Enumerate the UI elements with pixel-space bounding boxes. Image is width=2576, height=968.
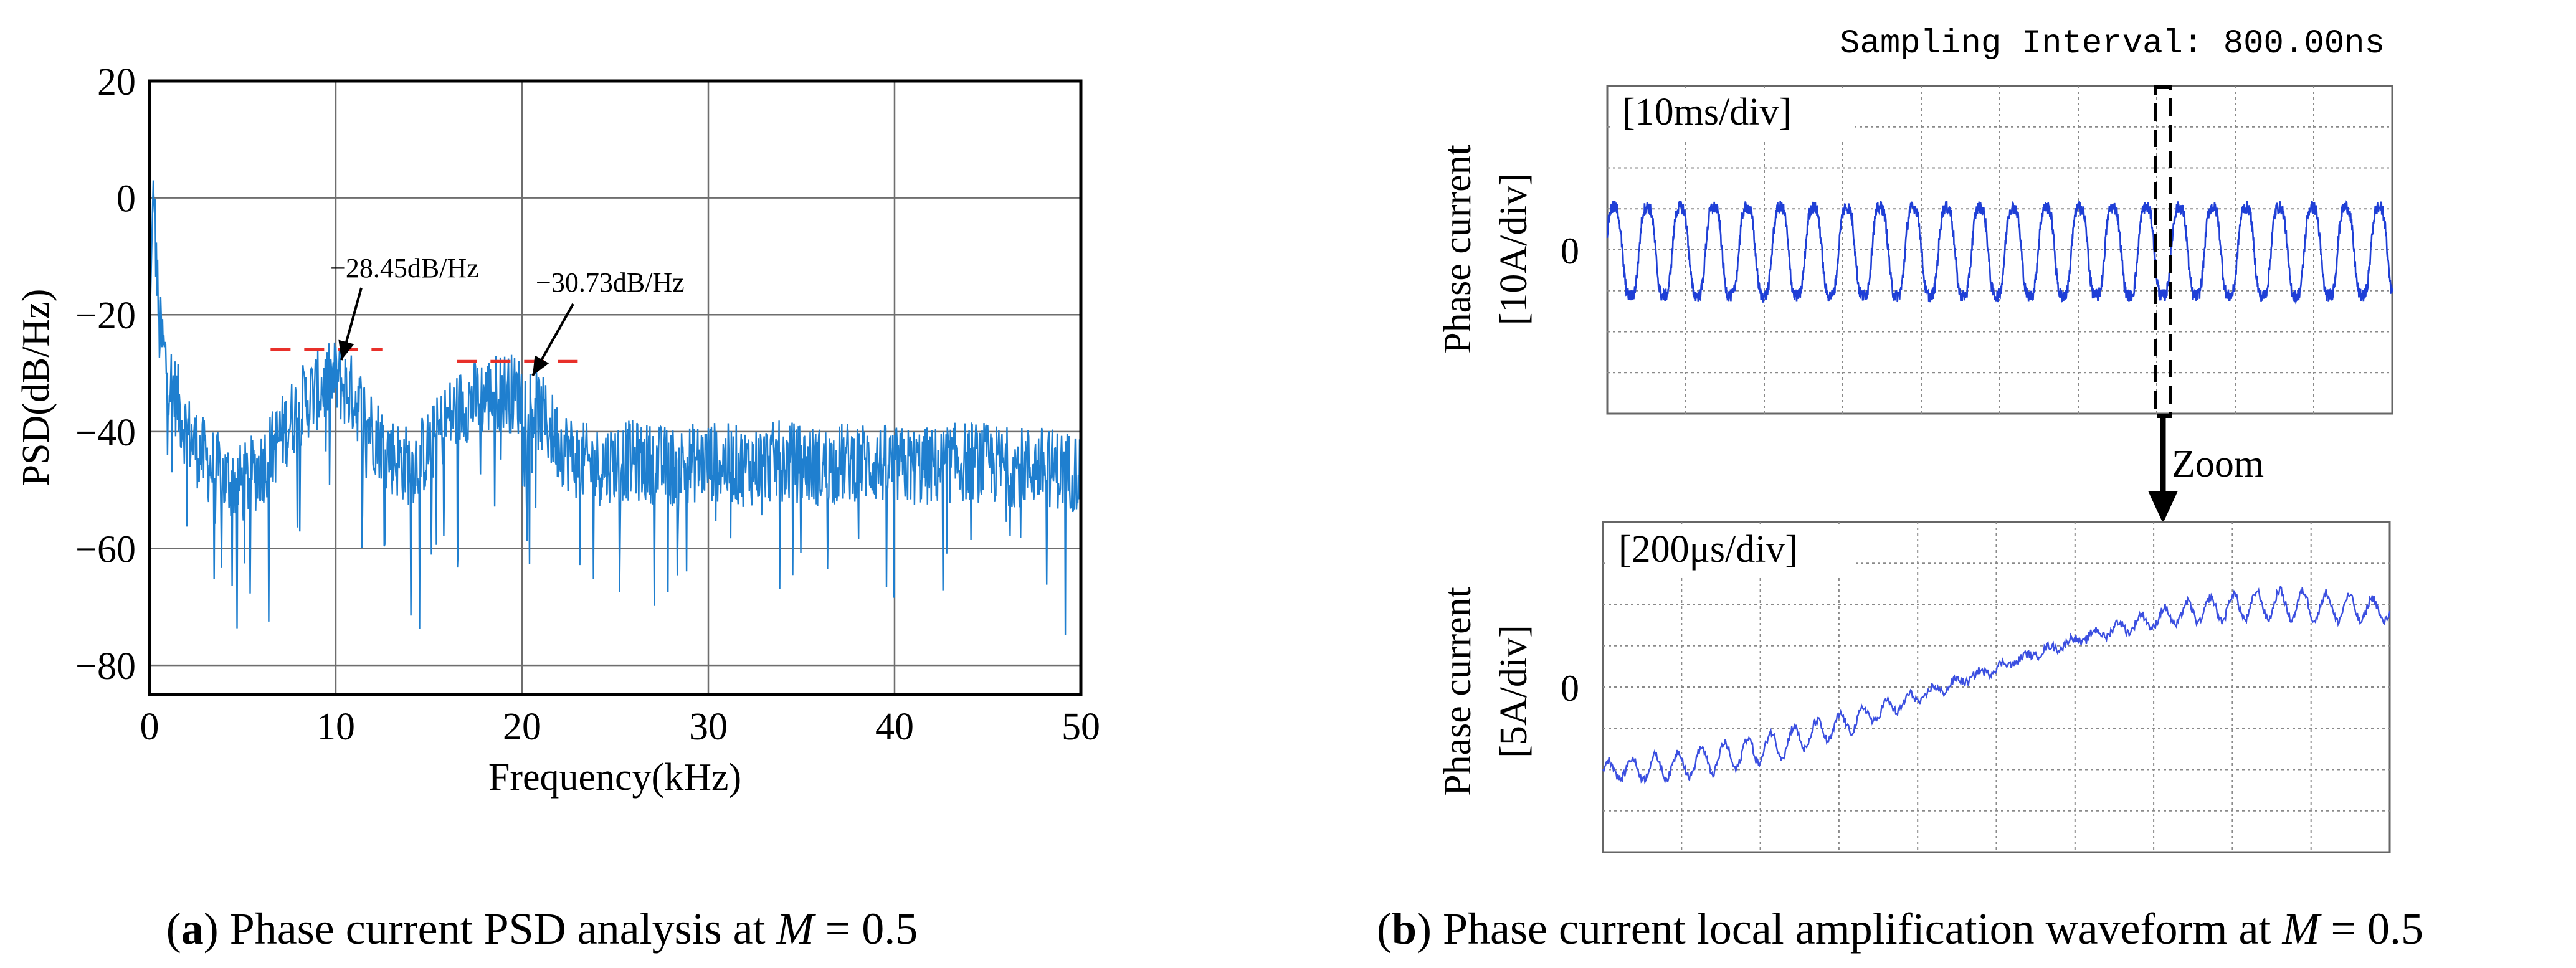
psd-axes-frame xyxy=(148,79,1083,696)
psd-ticks: 0 10 20 30 40 50 20 0 −20 −40 −60 −80 xyxy=(75,61,1100,748)
scope-bottom-trace xyxy=(1602,585,2391,785)
psd-x-tick-label: 10 xyxy=(316,706,355,748)
psd-y-tick-label: −40 xyxy=(75,412,136,454)
psd-x-tick-label: 40 xyxy=(875,706,914,748)
scope-bottom: [200μs/div] 0 Phase current [5A/div] xyxy=(1437,521,2391,853)
caption-a: (a) Phase current PSD analysis at M = 0.… xyxy=(166,904,918,954)
psd-x-tick-label: 0 xyxy=(140,706,159,748)
scope-bottom-zero-label: 0 xyxy=(1561,668,1579,709)
scope-top-div-label: [10ms/div] xyxy=(1622,91,1792,133)
scope-top-ylabel-line1: Phase current xyxy=(1437,145,1479,354)
scope-top-label-bg xyxy=(1612,88,1855,140)
scope-top: Sampling Interval: 800.00ns [10ms/div] 0… xyxy=(1437,25,2393,523)
scope-bottom-waveform xyxy=(1602,585,2391,785)
psd-x-tick-label: 30 xyxy=(689,706,728,748)
psd-y-tick-label: 20 xyxy=(97,61,136,103)
psd-annotation-label: −30.73dB/Hz xyxy=(536,267,685,298)
scope-top-zero-label: 0 xyxy=(1561,230,1579,272)
psd-annotations: −28.45dB/Hz −30.73dB/Hz xyxy=(330,253,685,376)
zoom-label: Zoom xyxy=(2172,443,2264,485)
psd-y-tick-label: −80 xyxy=(75,645,136,688)
psd-annotation-arrowhead xyxy=(533,355,549,376)
scope-top-ylabel-line2: [10A/div] xyxy=(1493,173,1535,326)
psd-y-tick-label: −60 xyxy=(75,528,136,571)
scope-bottom-div-label: [200μs/div] xyxy=(1618,528,1798,571)
psd-line xyxy=(148,180,1082,635)
psd-y-tick-label: 0 xyxy=(116,178,136,221)
scope-bottom-ylabel-line1: Phase current xyxy=(1437,587,1479,796)
psd-y-tick-label: −20 xyxy=(75,295,136,337)
psd-annotation-label: −28.45dB/Hz xyxy=(330,253,479,283)
psd-x-tick-label: 50 xyxy=(1062,706,1100,748)
scope-bottom-label-bg xyxy=(1607,524,1856,576)
psd-reference-lines xyxy=(270,348,578,363)
psd-x-tick-label: 20 xyxy=(503,706,541,748)
scope-top-trace xyxy=(1606,200,2393,305)
psd-y-axis-label: PSD(dB/Hz) xyxy=(15,289,57,486)
psd-annotation-arrowhead xyxy=(338,339,354,360)
psd-chart: 0 10 20 30 40 50 20 0 −20 −40 −60 −80 −28.45dB/Hz −3… xyxy=(15,61,1100,799)
sampling-interval-header: Sampling Interval: 800.00ns xyxy=(1840,25,2385,63)
scope-top-waveform xyxy=(1606,200,2393,305)
zoom-arrow-head xyxy=(2148,491,2178,523)
psd-grid xyxy=(150,81,1081,695)
psd-x-axis-label: Frequency(kHz) xyxy=(488,756,741,799)
psd-series xyxy=(148,180,1082,635)
caption-b: (b) Phase current local amplification wa… xyxy=(1377,904,2423,954)
scope-bottom-ylabel-line2: [5A/div] xyxy=(1493,625,1535,758)
